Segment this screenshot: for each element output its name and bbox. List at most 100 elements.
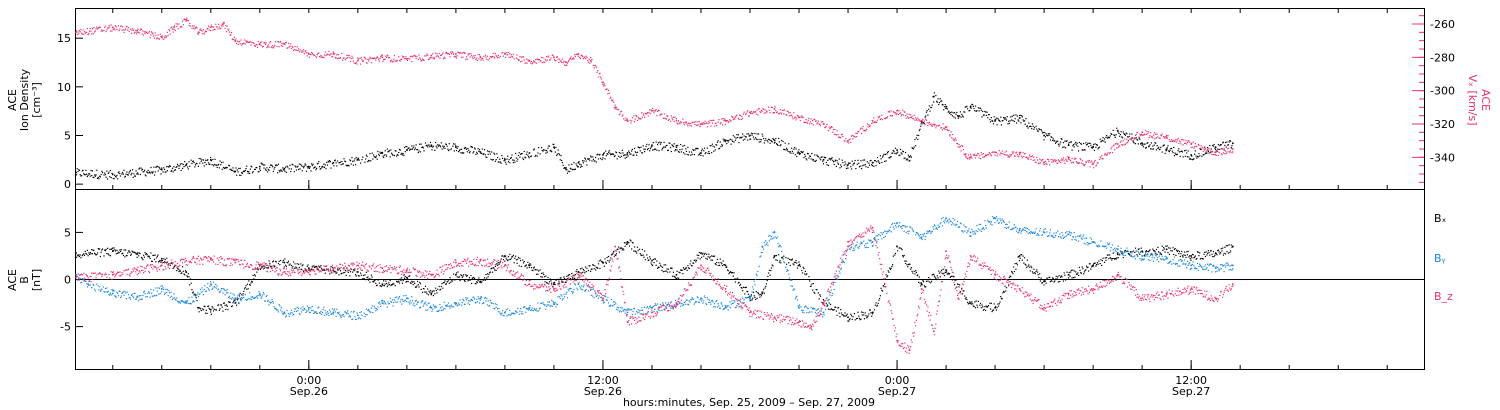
density-series-dot (1059, 141, 1062, 143)
time-tick-label: 12:00 (1175, 374, 1207, 387)
density-series-dot (454, 143, 456, 145)
vx-series-dot (1039, 158, 1041, 160)
bx-series-dot (1203, 253, 1205, 255)
bx-series-dot (577, 270, 579, 273)
bx-series-dot (429, 291, 431, 294)
bx-series-dot (974, 301, 976, 303)
bx-series-point (528, 264, 531, 267)
density-series-dot (339, 162, 341, 164)
vx-series-dot (691, 121, 693, 123)
bx-series-dot (700, 256, 703, 258)
bx-series-dot (631, 248, 633, 250)
density-series-dot (512, 159, 514, 161)
density-series-dot (1134, 143, 1137, 145)
bx-series-dot (828, 302, 830, 304)
density-series-dot (938, 103, 940, 106)
vx-series-dot (1016, 154, 1018, 156)
by-series-point (896, 222, 898, 224)
density-series-dot (440, 142, 442, 144)
vx-series-dot (667, 119, 670, 121)
density-series-dot (232, 167, 234, 169)
bx-series-dot (969, 302, 972, 304)
vx-series-dot (855, 132, 857, 135)
by-series-point (1067, 233, 1070, 236)
density-series-dot (873, 165, 875, 167)
vx-series-dot (1046, 158, 1049, 160)
vx-series-dot (1115, 142, 1117, 144)
density-series-dot (370, 160, 372, 162)
density-series-dot (1174, 152, 1176, 154)
vx-series-dot (658, 110, 660, 112)
bx-series-dot (922, 279, 924, 282)
bx-series-dot (1034, 272, 1036, 274)
density-series-dot (1166, 147, 1168, 149)
bx-series-dot (239, 292, 241, 294)
vx-series-dot (176, 23, 179, 25)
density-series-point (651, 144, 653, 147)
bx-series-dot (381, 283, 383, 285)
density-series-dot (296, 166, 298, 168)
density-series-dot (979, 107, 982, 109)
density-series-dot (997, 117, 999, 120)
density-series-dot (547, 147, 549, 149)
bx-series-dot (991, 310, 993, 313)
vx-series-dot (1070, 162, 1072, 164)
bx-series-dot (1189, 258, 1191, 260)
density-series-dot (851, 160, 853, 162)
density-series-dot (806, 159, 808, 161)
bx-series-dot (77, 255, 79, 257)
bx-series-dot (112, 249, 114, 252)
bx-series-point (479, 280, 482, 283)
density-series-dot (1106, 137, 1109, 139)
vx-series-dot (925, 119, 928, 121)
vx-series-dot (1023, 155, 1025, 158)
vx-series-dot (1130, 139, 1132, 141)
bx-series-dot (706, 258, 708, 260)
density-series-dot (657, 143, 659, 146)
bx-series-dot (584, 266, 587, 268)
density-series-dot (550, 149, 552, 151)
vx-series-dot (92, 33, 94, 35)
bx-series-dot (715, 264, 717, 266)
vx-series-dot (953, 139, 955, 142)
density-series-dot (88, 173, 90, 175)
bx-series-dot (1021, 259, 1023, 261)
density-series-dot (574, 168, 576, 171)
bx-series-dot (254, 275, 256, 277)
bx-series-dot (349, 271, 352, 273)
vx-series-dot (729, 120, 732, 122)
vx-series-dot (391, 61, 393, 63)
bx-series-dot (212, 310, 215, 312)
bx-series-dot (1031, 267, 1033, 269)
density-series-dot (299, 168, 301, 170)
density-series-dot (1098, 146, 1100, 149)
by-series-dot (103, 291, 105, 293)
density-series-dot (1124, 133, 1126, 136)
bx-series-dot (1024, 263, 1026, 265)
bx-series-dot (83, 254, 86, 256)
vx-series-dot (502, 55, 504, 57)
bx-series-dot (876, 305, 878, 307)
density-series-dot (657, 142, 659, 144)
vx-series-dot (456, 55, 458, 57)
density-series-dot (1124, 134, 1127, 136)
density-series-dot (744, 138, 746, 140)
bx-series-dot (465, 275, 468, 277)
vx-series-dot (85, 31, 87, 34)
bx-series-dot (740, 286, 742, 289)
bx-series-dot (540, 276, 542, 278)
bx-series-dot (470, 274, 472, 277)
vx-series-dot (169, 33, 171, 35)
bx-series-dot (1101, 264, 1103, 267)
density-series-dot (91, 170, 94, 172)
vx-series-dot (415, 57, 417, 60)
bx-series-dot (871, 313, 874, 315)
vx-series-dot (1139, 133, 1141, 135)
density-series-dot (1103, 140, 1105, 142)
density-series-dot (1146, 142, 1148, 144)
vx-series-dot (401, 58, 403, 60)
bx-series-dot (350, 268, 352, 270)
density-series-dot (584, 158, 587, 160)
density-series-dot (614, 155, 616, 157)
bx-series-dot (259, 268, 262, 270)
